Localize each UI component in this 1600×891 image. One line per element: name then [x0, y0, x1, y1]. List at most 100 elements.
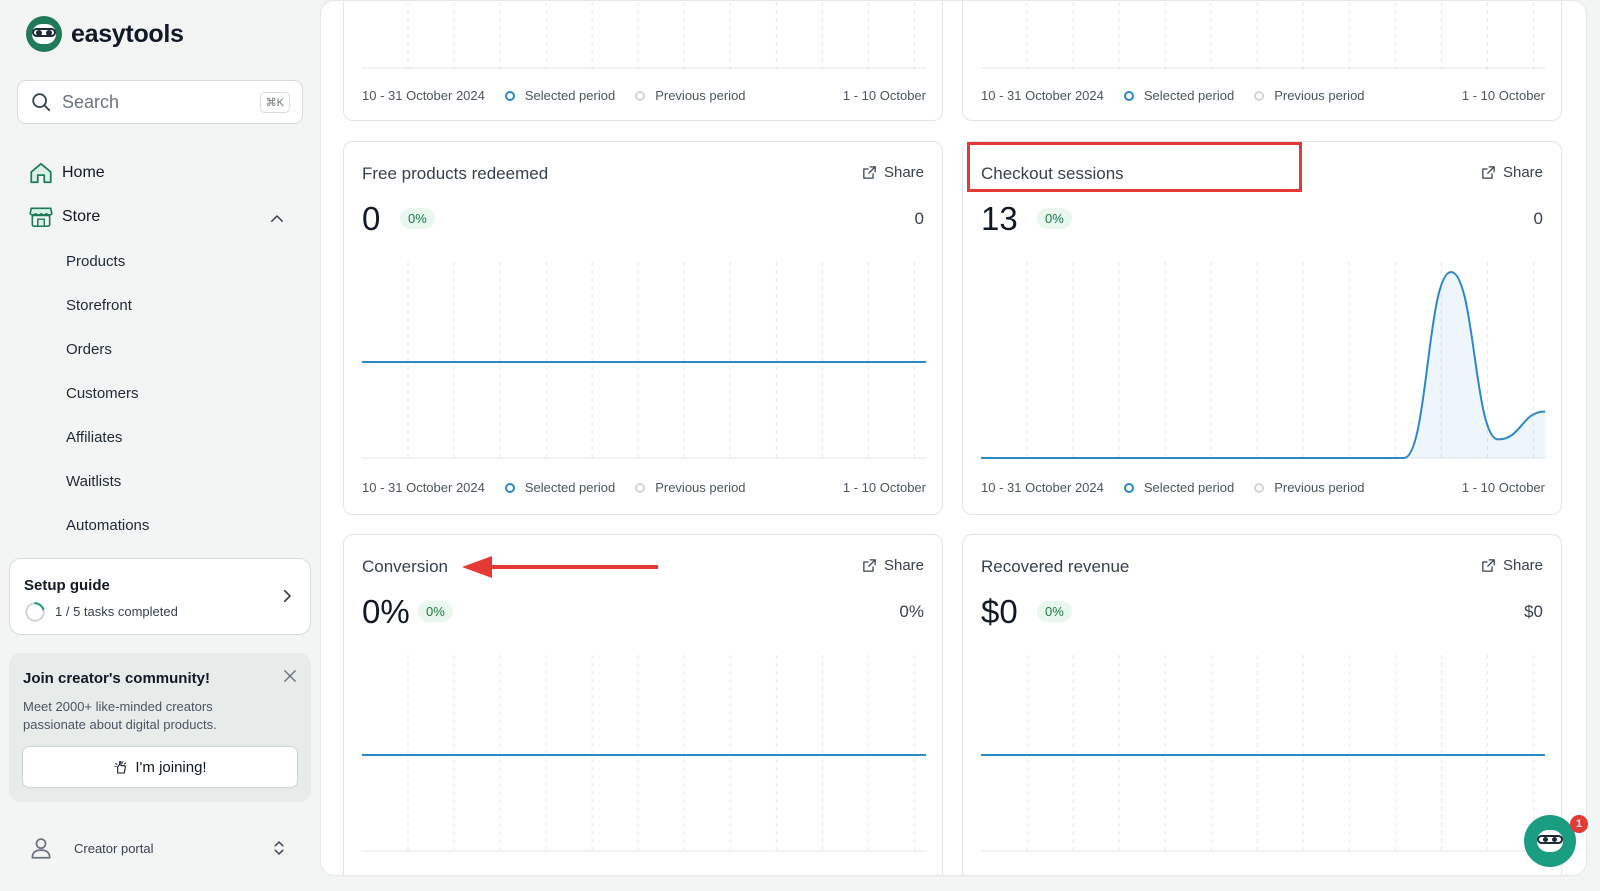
share-icon [1482, 559, 1495, 572]
annotation-highlight-box [967, 142, 1302, 192]
metric-value: 0% [362, 593, 410, 630]
line-chart [981, 655, 1545, 853]
sidebar-item-label: Home [62, 164, 105, 181]
chart-legend: 10 - 31 October 2024 Selected period Pre… [362, 88, 926, 103]
legend-selected-label: Selected period [1143, 480, 1235, 495]
change-badge: 0% [400, 208, 435, 229]
previous-period-dot [1254, 482, 1265, 493]
change-badge: 0% [1037, 601, 1072, 622]
metric-card-partial-left: 10 - 31 October 2024 Selected period Pre… [343, 1, 943, 121]
home-icon [30, 162, 52, 184]
sidebar-item-affiliates[interactable]: Affiliates [66, 429, 123, 446]
legend-previous[interactable]: Previous period [635, 480, 746, 495]
previous-value: $0 [1524, 602, 1543, 621]
search-shortcut: ⌘K [259, 91, 290, 113]
chevron-up-icon[interactable] [268, 210, 286, 228]
legend-selected-label: Selected period [1143, 88, 1235, 103]
legend-compare: 1 - 10 October [842, 480, 926, 495]
sidebar-item-label: Store [62, 208, 101, 225]
chevron-right-icon [283, 589, 291, 603]
join-community-button[interactable]: I'm joining! [22, 746, 298, 788]
metric-card-conversion: Conversion Share 0% 0% 0% [343, 534, 943, 875]
share-label: Share [883, 164, 924, 181]
search-icon [32, 93, 51, 112]
legend-compare: 1 - 10 October [1461, 88, 1545, 103]
sparkle-hand-icon [114, 761, 127, 774]
card-title: Recovered revenue [981, 557, 1130, 576]
metric-value: 13 [981, 200, 1018, 237]
share-label: Share [883, 557, 924, 574]
sidebar-item-automations[interactable]: Automations [66, 517, 150, 534]
share-label: Share [1502, 557, 1543, 574]
legend-previous[interactable]: Previous period [1254, 480, 1365, 495]
previous-period-dot [635, 482, 646, 493]
chart-grid [362, 2, 926, 70]
share-button[interactable]: Share [861, 557, 924, 574]
progress-ring-icon [25, 602, 45, 622]
sidebar-item-customers[interactable]: Customers [66, 385, 139, 402]
sidebar-item-storefront[interactable]: Storefront [66, 297, 132, 314]
line-chart [362, 262, 926, 460]
creator-portal-label: Creator portal [74, 840, 154, 856]
chart-legend: 10 - 31 October 2024 Selected period Pre… [981, 480, 1545, 495]
sidebar-item-waitlists[interactable]: Waitlists [66, 473, 122, 490]
legend-previous[interactable]: Previous period [1254, 88, 1365, 103]
legend-compare: 1 - 10 October [842, 88, 926, 103]
community-card: Join creator's community! Meet 2000+ lik… [9, 653, 311, 802]
previous-value: 0 [914, 209, 924, 228]
share-button[interactable]: Share [861, 164, 924, 181]
share-icon [863, 166, 876, 179]
selected-period-dot [504, 482, 515, 493]
legend-previous-label: Previous period [1274, 88, 1365, 103]
legend-range: 10 - 31 October 2024 [981, 88, 1104, 103]
sloth-chat-icon [1537, 830, 1563, 852]
legend-previous-label: Previous period [655, 88, 746, 103]
series-line-selected-period [981, 270, 1545, 459]
chat-widget-button[interactable] [1524, 815, 1576, 867]
creator-portal-switcher[interactable]: Creator portal [28, 835, 288, 861]
brand-logo[interactable]: easytools [26, 16, 184, 52]
legend-selected-label: Selected period [524, 88, 616, 103]
legend-compare: 1 - 10 October [1461, 480, 1545, 495]
selected-period-dot [1123, 90, 1134, 101]
store-icon [29, 207, 53, 228]
share-label: Share [1502, 164, 1543, 181]
sidebar-item-orders[interactable]: Orders [66, 341, 112, 358]
setup-guide-title: Setup guide [24, 577, 110, 594]
sidebar-item-home[interactable]: Home [28, 160, 105, 186]
sloth-logo-icon [26, 16, 62, 52]
legend-selected[interactable]: Selected period [504, 480, 615, 495]
community-title: Join creator's community! [23, 670, 210, 687]
legend-selected[interactable]: Selected period [1123, 88, 1235, 103]
legend-selected[interactable]: Selected period [1123, 480, 1235, 495]
annotation-arrow-icon [462, 556, 658, 578]
selected-period-dot [1123, 482, 1134, 493]
metric-card-recovered-revenue: Recovered revenue Share $0 0% $0 [962, 534, 1562, 875]
close-icon[interactable] [281, 667, 299, 685]
metric-card-checkout-sessions: Checkout sessions Share 13 0% 0 10 - 31 … [962, 141, 1562, 515]
legend-range: 10 - 31 October 2024 [362, 480, 485, 495]
change-badge: 0% [418, 601, 453, 622]
legend-previous[interactable]: Previous period [635, 88, 746, 103]
legend-range: 10 - 31 October 2024 [981, 480, 1104, 495]
sidebar-item-store[interactable]: Store [28, 204, 100, 230]
setup-guide-card[interactable]: Setup guide 1 / 5 tasks completed [9, 558, 311, 635]
search-placeholder: Search [62, 91, 120, 112]
share-icon [863, 559, 876, 572]
line-chart [981, 262, 1545, 460]
share-button[interactable]: Share [1480, 557, 1543, 574]
legend-selected[interactable]: Selected period [504, 88, 616, 103]
card-title: Conversion [362, 557, 448, 576]
chart-legend: 10 - 31 October 2024 Selected period Pre… [981, 88, 1545, 103]
card-title: Free products redeemed [362, 164, 549, 183]
share-button[interactable]: Share [1480, 164, 1543, 181]
metric-value: 0 [362, 200, 381, 237]
chevron-updown-icon [274, 841, 284, 855]
line-chart [362, 655, 926, 853]
search-input[interactable]: Search ⌘K [17, 80, 303, 124]
selected-period-dot [504, 90, 515, 101]
sidebar-item-products[interactable]: Products [66, 253, 126, 270]
previous-value: 0% [899, 602, 924, 621]
legend-previous-label: Previous period [655, 480, 746, 495]
share-icon [1482, 166, 1495, 179]
